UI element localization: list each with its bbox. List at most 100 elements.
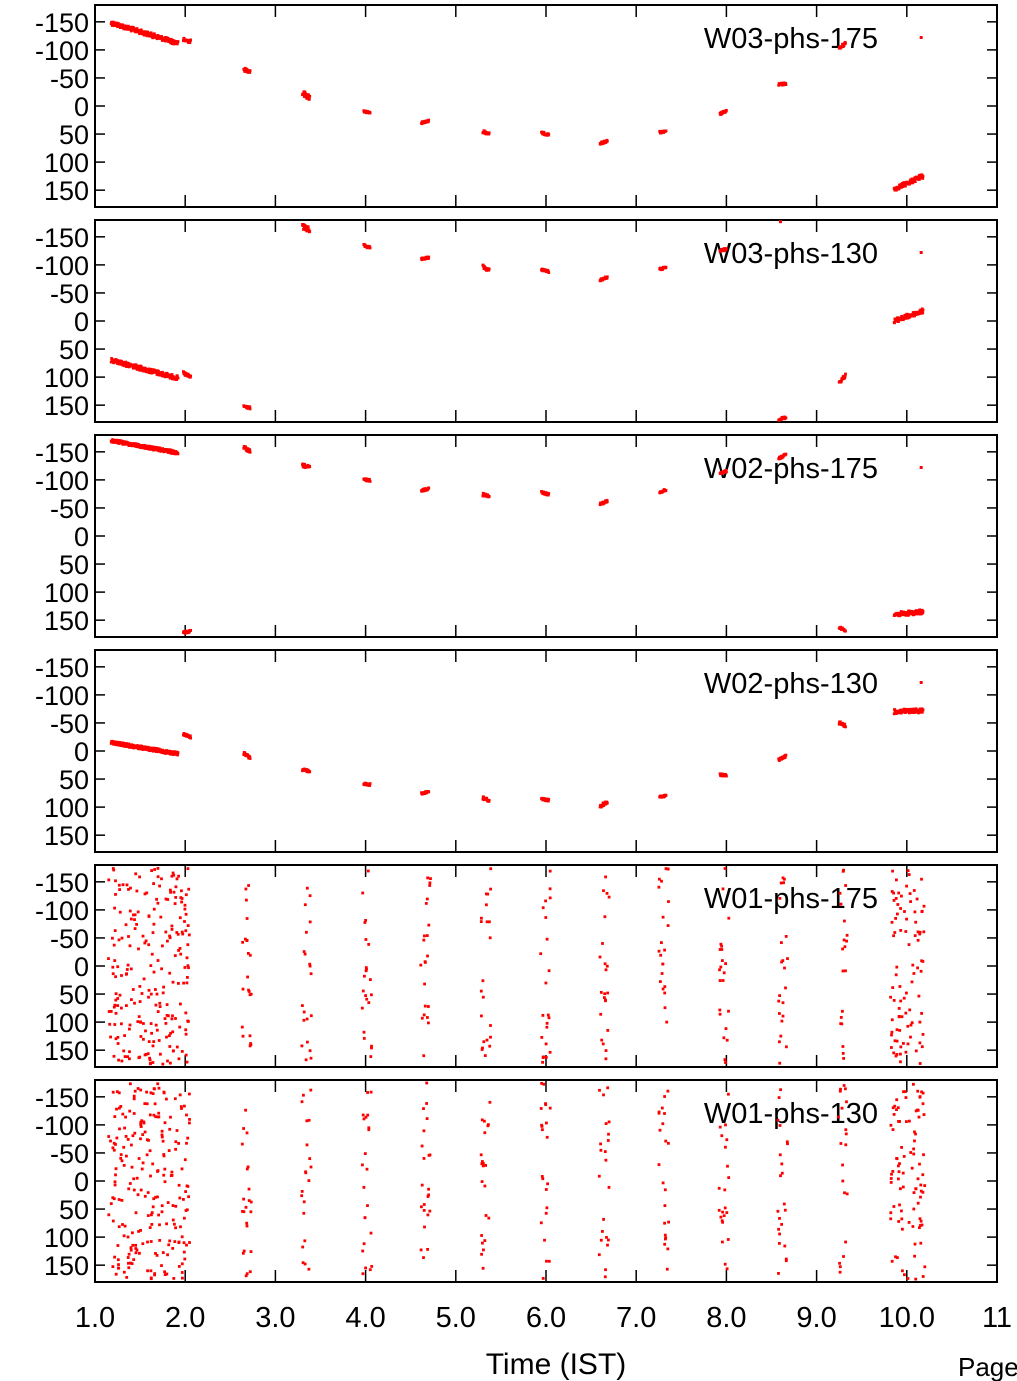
data-point (141, 1161, 145, 1165)
data-point (170, 924, 174, 928)
data-point (604, 1049, 608, 1052)
data-point (113, 929, 117, 932)
data-point (786, 957, 789, 960)
y-tick-label: -150 (35, 653, 89, 683)
data-point (922, 1113, 926, 1116)
data-point (302, 1018, 306, 1022)
data-point (189, 38, 192, 42)
data-point (783, 1244, 787, 1248)
data-point (248, 755, 252, 759)
data-point (913, 910, 917, 914)
data-point (163, 1273, 167, 1276)
data-point (142, 977, 146, 981)
data-point (780, 941, 783, 944)
data-point (166, 1253, 169, 1257)
data-point (174, 1140, 178, 1144)
data-point (779, 1034, 783, 1038)
data-point (844, 884, 847, 887)
data-point (483, 1131, 487, 1135)
data-point (136, 1087, 140, 1090)
y-tick-label: 50 (59, 120, 89, 150)
data-point (182, 1198, 185, 1201)
data-point (843, 374, 847, 378)
panel-label: W03-phs-130 (704, 238, 878, 270)
data-point (308, 964, 312, 968)
data-point (897, 1015, 901, 1019)
x-tick-label: 10.0 (879, 1302, 935, 1334)
data-point (143, 30, 147, 34)
data-point (480, 1180, 484, 1183)
data-point (426, 954, 429, 958)
data-point (912, 1152, 916, 1156)
data-point (369, 1055, 373, 1058)
data-point (605, 1236, 608, 1239)
data-point (599, 1012, 603, 1016)
data-point (785, 1045, 788, 1049)
data-point (148, 1056, 151, 1060)
data-point (725, 774, 728, 778)
data-point (545, 1121, 548, 1125)
data-point (307, 1179, 311, 1182)
data-point (488, 1100, 492, 1104)
data-point (137, 1230, 140, 1233)
data-point (124, 1135, 128, 1138)
data-point (889, 1211, 893, 1215)
data-point (134, 1243, 137, 1247)
data-point (119, 1156, 123, 1160)
data-point (169, 890, 172, 894)
y-tick-label: 0 (74, 522, 89, 552)
data-point (142, 748, 145, 751)
data-point (422, 1203, 426, 1206)
data-point (132, 363, 136, 367)
data-point (185, 1113, 188, 1117)
data-point (185, 1208, 189, 1212)
data-point (784, 986, 787, 990)
data-point (427, 1021, 430, 1025)
data-point (890, 1030, 894, 1034)
data-point (906, 869, 910, 872)
data-point (111, 867, 115, 870)
data-point (249, 1043, 253, 1046)
data-point (179, 1225, 182, 1229)
data-point (136, 910, 140, 914)
data-point (427, 486, 431, 490)
data-point (173, 1097, 177, 1101)
data-point (905, 312, 909, 316)
data-point (778, 897, 782, 900)
data-point (125, 364, 129, 368)
data-point (898, 1029, 902, 1032)
data-point (428, 1209, 432, 1213)
y-tick-label: -100 (35, 1111, 89, 1141)
data-point (161, 991, 165, 995)
data-point (113, 1255, 116, 1259)
data-point (110, 20, 113, 24)
data-point (778, 1217, 781, 1220)
data-point (599, 1238, 603, 1242)
data-point (777, 999, 781, 1003)
data-point (914, 1049, 918, 1053)
data-point (184, 1190, 187, 1193)
data-point (172, 449, 176, 453)
data-point (597, 1174, 601, 1178)
data-point (603, 962, 607, 966)
data-point (361, 1249, 365, 1253)
data-point (159, 1052, 162, 1056)
data-point (422, 1129, 426, 1133)
data-point (156, 1170, 159, 1173)
data-point (164, 375, 167, 378)
data-point (169, 1115, 172, 1119)
panel-points (107, 867, 926, 1066)
data-point (895, 1098, 899, 1102)
data-point (843, 722, 847, 726)
data-point (151, 1092, 155, 1095)
data-point (138, 985, 142, 988)
data-point (900, 1209, 903, 1213)
data-point (147, 371, 151, 375)
data-point (904, 1096, 908, 1099)
data-point (546, 799, 550, 803)
data-point (120, 1006, 123, 1010)
panel-points (109, 20, 925, 192)
data-point (186, 976, 189, 979)
